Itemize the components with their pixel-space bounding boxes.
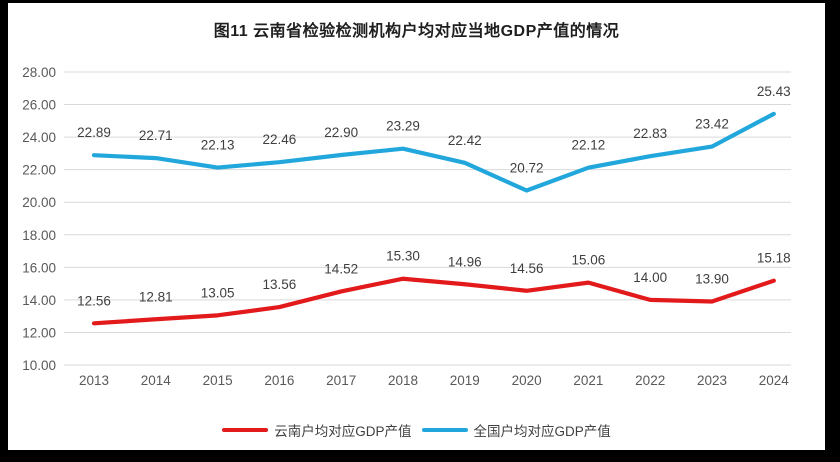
data-label-series-0: 15.06 xyxy=(572,253,606,268)
data-label-series-0: 12.56 xyxy=(77,293,111,308)
legend-swatch-yunnan xyxy=(222,427,269,433)
chart-title: 图11 云南省检验检测机构户均对应当地GDP产值的情况 xyxy=(213,23,620,40)
data-label-series-1: 22.46 xyxy=(263,132,297,147)
data-label-series-0: 14.52 xyxy=(324,261,358,276)
data-label-series-0: 14.00 xyxy=(633,270,667,285)
x-tick-label: 2019 xyxy=(450,373,480,388)
data-label-series-0: 15.18 xyxy=(757,251,791,266)
x-tick-label: 2014 xyxy=(141,373,172,388)
data-label-series-0: 15.30 xyxy=(386,249,420,264)
data-label-series-0: 13.05 xyxy=(201,285,235,300)
data-label-series-1: 22.42 xyxy=(448,133,482,148)
data-label-series-0: 13.56 xyxy=(263,277,297,292)
data-label-series-1: 22.12 xyxy=(572,138,606,153)
x-tick-label: 2016 xyxy=(264,373,294,388)
data-label-series-0: 12.81 xyxy=(139,289,173,304)
x-tick-label: 2024 xyxy=(759,373,790,388)
y-tick-label: 28.00 xyxy=(22,65,56,80)
y-tick-label: 12.00 xyxy=(22,325,56,340)
legend-swatch-national xyxy=(421,427,468,433)
legend-item-yunnan: 云南户均对应GDP产值 xyxy=(222,420,412,440)
y-tick-label: 18.00 xyxy=(22,228,56,243)
legend-label-yunnan: 云南户均对应GDP产值 xyxy=(274,424,412,439)
y-tick-label: 20.00 xyxy=(22,195,56,210)
y-tick-label: 10.00 xyxy=(22,358,56,373)
legend-item-national: 全国户均对应GDP产值 xyxy=(421,420,611,440)
x-tick-label: 2023 xyxy=(697,373,727,388)
series-line-1 xyxy=(91,111,776,193)
x-tick-label: 2018 xyxy=(388,373,418,388)
data-label-series-1: 22.13 xyxy=(201,138,235,153)
chart-background xyxy=(8,3,825,450)
y-tick-label: 14.00 xyxy=(22,293,56,308)
x-tick-label: 2022 xyxy=(635,373,665,388)
data-label-series-1: 23.29 xyxy=(386,119,420,134)
data-label-series-1: 22.71 xyxy=(139,128,173,143)
data-label-series-1: 22.90 xyxy=(324,125,358,140)
data-label-series-1: 22.83 xyxy=(633,126,667,141)
chart-legend: 云南户均对应GDP产值 全国户均对应GDP产值 xyxy=(8,420,825,440)
legend-label-national: 全国户均对应GDP产值 xyxy=(473,424,611,439)
x-tick-label: 2021 xyxy=(573,373,603,388)
series-line-0 xyxy=(91,276,776,326)
x-tick-label: 2017 xyxy=(326,373,356,388)
data-label-series-1: 20.72 xyxy=(510,161,544,176)
data-label-series-1: 22.89 xyxy=(77,125,111,140)
x-tick-label: 2015 xyxy=(203,373,233,388)
data-label-series-1: 25.43 xyxy=(757,84,791,99)
x-tick-label: 2020 xyxy=(512,373,542,388)
data-label-series-0: 14.56 xyxy=(510,261,544,276)
y-tick-label: 22.00 xyxy=(22,163,56,178)
y-tick-label: 26.00 xyxy=(22,98,56,113)
y-tick-label: 16.00 xyxy=(22,260,56,275)
y-tick-label: 24.00 xyxy=(22,130,56,145)
data-label-series-0: 14.96 xyxy=(448,254,482,269)
data-label-series-0: 13.90 xyxy=(695,272,729,287)
x-tick-label: 2013 xyxy=(79,373,109,388)
data-label-series-1: 23.42 xyxy=(695,117,729,132)
